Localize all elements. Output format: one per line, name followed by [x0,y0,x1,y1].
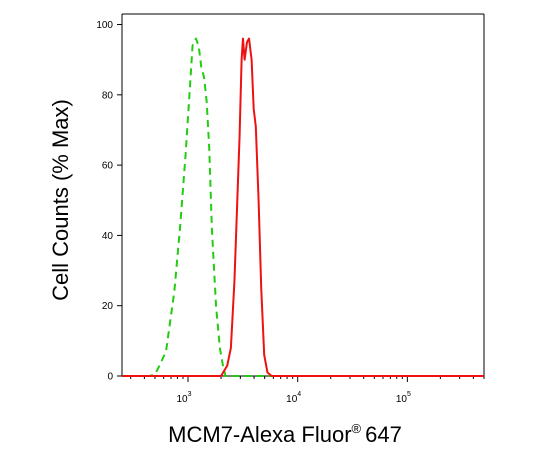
x-axis-title-main: MCM7-Alexa Fluor [168,422,351,447]
y-axis-ticks: 0 20 40 60 80 100 [96,20,122,383]
plot-frame [121,13,485,377]
x-tick-label: 105 [396,391,411,405]
series-layer [122,37,484,377]
plot-area [122,14,484,376]
y-tick-label: 80 [102,90,114,101]
x-axis-title: MCM7-Alexa Fluor® 647 [168,421,402,447]
y-tick-label: 100 [96,20,113,31]
y-tick-label: 40 [102,231,114,242]
y-axis-title: Cell Counts (% Max) [48,99,73,301]
y-tick-label: 20 [102,301,114,312]
series-line-control [122,37,484,377]
x-axis-title-suffix: 647 [365,422,402,447]
y-tick-label: 60 [102,161,114,172]
x-tick-label: 104 [286,391,301,405]
x-axis-title-registered-symbol: ® [352,421,362,436]
x-axis-ticks: 103 104 105 [130,376,485,405]
x-tick-label: 103 [177,391,192,405]
series-line-sample [122,37,484,377]
y-tick-label: 0 [107,372,113,383]
